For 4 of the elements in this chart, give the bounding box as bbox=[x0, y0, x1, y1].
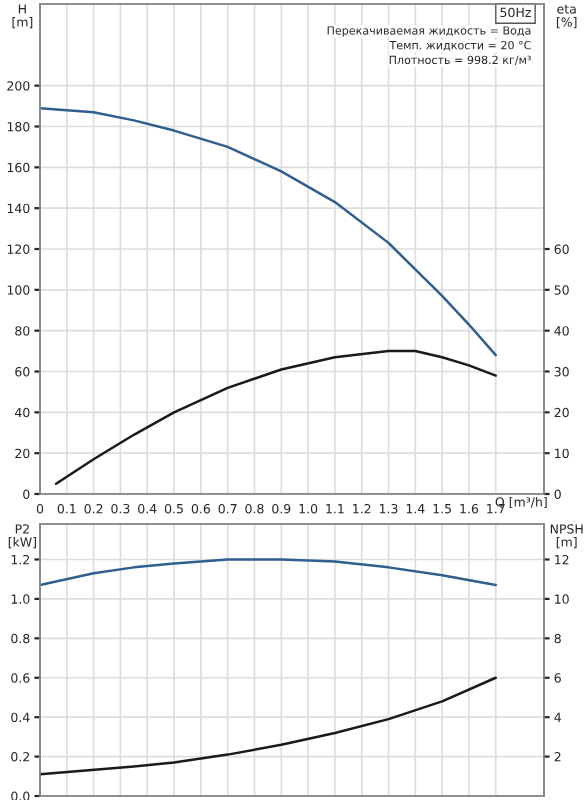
line-series bbox=[54, 349, 497, 486]
line-series bbox=[40, 676, 497, 776]
line-series bbox=[40, 558, 497, 587]
line-series bbox=[40, 106, 497, 357]
